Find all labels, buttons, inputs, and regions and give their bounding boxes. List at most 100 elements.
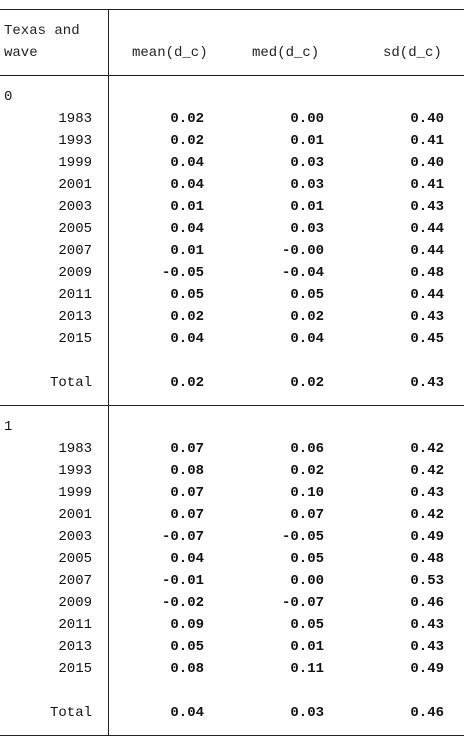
sd-value: 0.48 xyxy=(410,551,444,567)
total-sd-value: 0.46 xyxy=(410,705,444,721)
mean-value: 0.01 xyxy=(170,243,204,259)
median-value: 0.05 xyxy=(290,617,324,633)
bottom-rule xyxy=(0,735,464,736)
wave-label: 2011 xyxy=(58,617,92,633)
mean-value: 0.07 xyxy=(170,485,204,501)
wave-label: 2001 xyxy=(58,177,92,193)
total-mean-value: 0.02 xyxy=(170,375,204,391)
mean-value: -0.01 xyxy=(161,573,204,589)
wave-label: 1993 xyxy=(58,463,92,479)
mean-value: -0.07 xyxy=(161,529,204,545)
wave-label: 1983 xyxy=(58,111,92,127)
wave-label: 2015 xyxy=(58,331,92,347)
wave-label: 2007 xyxy=(58,573,92,589)
mean-value: 0.05 xyxy=(170,287,204,303)
sd-value: 0.44 xyxy=(410,243,444,259)
group-label: 0 xyxy=(4,89,13,105)
mean-value: 0.04 xyxy=(170,331,204,347)
sd-value: 0.42 xyxy=(410,441,444,457)
mean-value: 0.08 xyxy=(170,661,204,677)
mean-value: -0.05 xyxy=(161,265,204,281)
mean-value: 0.09 xyxy=(170,617,204,633)
median-value: 0.10 xyxy=(290,485,324,501)
row-label-header-line2: wave xyxy=(4,45,38,61)
sd-value: 0.40 xyxy=(410,155,444,171)
sd-value: 0.40 xyxy=(410,111,444,127)
sd-value: 0.43 xyxy=(410,309,444,325)
sd-value: 0.46 xyxy=(410,595,444,611)
mean-value: 0.07 xyxy=(170,507,204,523)
mean-value: 0.04 xyxy=(170,551,204,567)
column-header-sd: sd(d_c) xyxy=(383,45,442,61)
sd-value: 0.49 xyxy=(410,661,444,677)
group-divider-rule xyxy=(0,405,464,406)
header-rule xyxy=(0,75,464,76)
sd-value: 0.41 xyxy=(410,177,444,193)
sd-value: 0.49 xyxy=(410,529,444,545)
mean-value: 0.04 xyxy=(170,177,204,193)
mean-value: 0.07 xyxy=(170,441,204,457)
wave-label: 2009 xyxy=(58,595,92,611)
sd-value: 0.41 xyxy=(410,133,444,149)
median-value: 0.01 xyxy=(290,199,324,215)
wave-label: 2005 xyxy=(58,221,92,237)
wave-label: 1999 xyxy=(58,155,92,171)
sd-value: 0.45 xyxy=(410,331,444,347)
wave-label: 2013 xyxy=(58,309,92,325)
wave-label: 2003 xyxy=(58,199,92,215)
median-value: -0.04 xyxy=(281,265,324,281)
median-value: 0.01 xyxy=(290,133,324,149)
wave-label: 1993 xyxy=(58,133,92,149)
wave-label: 2005 xyxy=(58,551,92,567)
wave-label: 1983 xyxy=(58,441,92,457)
mean-value: 0.04 xyxy=(170,221,204,237)
median-value: -0.05 xyxy=(281,529,324,545)
wave-label: 2009 xyxy=(58,265,92,281)
sd-value: 0.43 xyxy=(410,617,444,633)
median-value: -0.07 xyxy=(281,595,324,611)
group-label: 1 xyxy=(4,419,13,435)
top-rule xyxy=(0,9,464,10)
wave-label: 2007 xyxy=(58,243,92,259)
median-value: 0.00 xyxy=(290,111,324,127)
mean-value: 0.08 xyxy=(170,463,204,479)
sd-value: 0.42 xyxy=(410,463,444,479)
wave-label: 2013 xyxy=(58,639,92,655)
median-value: 0.02 xyxy=(290,309,324,325)
median-value: -0.00 xyxy=(281,243,324,259)
median-value: 0.03 xyxy=(290,221,324,237)
mean-value: 0.02 xyxy=(170,133,204,149)
median-value: 0.01 xyxy=(290,639,324,655)
median-value: 0.00 xyxy=(290,573,324,589)
sd-value: 0.44 xyxy=(410,221,444,237)
mean-value: 0.02 xyxy=(170,111,204,127)
median-value: 0.11 xyxy=(290,661,324,677)
median-value: 0.04 xyxy=(290,331,324,347)
wave-label: 2015 xyxy=(58,661,92,677)
row-label-header-line1: Texas and xyxy=(4,23,80,39)
sd-value: 0.53 xyxy=(410,573,444,589)
total-mean-value: 0.04 xyxy=(170,705,204,721)
median-value: 0.03 xyxy=(290,177,324,193)
column-header-mean: mean(d_c) xyxy=(132,45,208,61)
median-value: 0.02 xyxy=(290,463,324,479)
median-value: 0.06 xyxy=(290,441,324,457)
total-label: Total xyxy=(49,375,92,391)
sd-value: 0.48 xyxy=(410,265,444,281)
sd-value: 0.44 xyxy=(410,287,444,303)
sd-value: 0.43 xyxy=(410,199,444,215)
median-value: 0.07 xyxy=(290,507,324,523)
mean-value: 0.02 xyxy=(170,309,204,325)
mean-value: 0.05 xyxy=(170,639,204,655)
mean-value: -0.02 xyxy=(161,595,204,611)
total-sd-value: 0.43 xyxy=(410,375,444,391)
column-header-median: med(d_c) xyxy=(252,45,320,61)
sd-value: 0.43 xyxy=(410,485,444,501)
sd-value: 0.43 xyxy=(410,639,444,655)
total-median-value: 0.02 xyxy=(290,375,324,391)
wave-label: 2003 xyxy=(58,529,92,545)
median-value: 0.03 xyxy=(290,155,324,171)
wave-label: 2001 xyxy=(58,507,92,523)
mean-value: 0.04 xyxy=(170,155,204,171)
